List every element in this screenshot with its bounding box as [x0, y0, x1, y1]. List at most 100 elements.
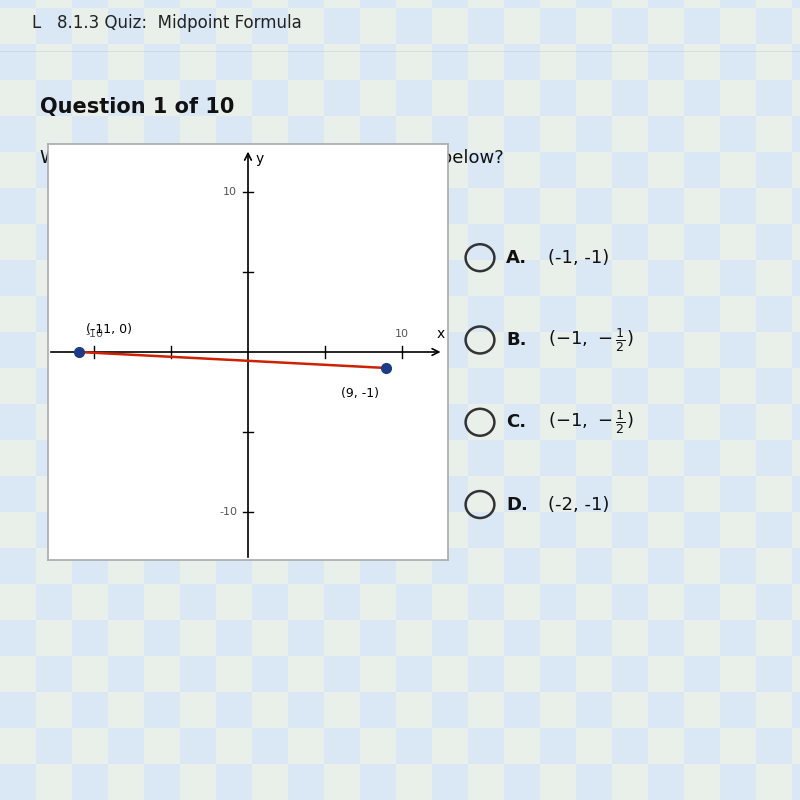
Bar	[216, 8, 252, 44]
Bar	[432, 80, 468, 116]
Bar	[72, 188, 108, 224]
Bar	[432, 8, 468, 44]
Bar	[72, 260, 108, 296]
Bar	[720, 728, 756, 764]
Bar	[324, 476, 360, 512]
Bar	[144, 260, 180, 296]
Bar	[468, 476, 504, 512]
Bar	[684, 440, 720, 476]
Bar	[432, 656, 468, 692]
Bar	[144, 728, 180, 764]
Bar	[540, 476, 576, 512]
Bar	[396, 512, 432, 548]
Bar	[648, 512, 684, 548]
Bar	[540, 260, 576, 296]
Bar	[648, 440, 684, 476]
Bar	[180, 44, 216, 80]
Bar	[684, 8, 720, 44]
Bar	[540, 0, 576, 8]
Bar	[144, 152, 180, 188]
Bar	[36, 224, 72, 260]
Bar	[72, 8, 108, 44]
Text: $(-1,\, -\frac{1}{2})$: $(-1,\, -\frac{1}{2})$	[548, 408, 634, 436]
Bar	[432, 404, 468, 440]
Bar	[360, 656, 396, 692]
Bar	[108, 152, 144, 188]
Bar	[144, 80, 180, 116]
Bar	[36, 584, 72, 620]
Bar	[252, 476, 288, 512]
Bar	[144, 584, 180, 620]
Bar	[504, 440, 540, 476]
Bar	[468, 188, 504, 224]
Bar	[684, 260, 720, 296]
Bar	[360, 8, 396, 44]
Bar	[792, 116, 800, 152]
Bar	[612, 152, 648, 188]
Bar	[0, 440, 36, 476]
Bar	[720, 260, 756, 296]
Bar	[324, 584, 360, 620]
Bar	[252, 224, 288, 260]
Bar	[432, 620, 468, 656]
Bar	[396, 404, 432, 440]
Bar	[468, 152, 504, 188]
Bar	[252, 404, 288, 440]
Bar	[252, 440, 288, 476]
Bar	[720, 152, 756, 188]
Bar	[540, 440, 576, 476]
Bar	[144, 368, 180, 404]
Bar	[684, 728, 720, 764]
Bar	[612, 764, 648, 800]
Bar	[0, 764, 36, 800]
Bar	[36, 188, 72, 224]
Bar	[504, 728, 540, 764]
Bar	[180, 656, 216, 692]
Bar	[144, 224, 180, 260]
Bar	[432, 260, 468, 296]
Bar	[180, 404, 216, 440]
Bar	[324, 152, 360, 188]
Bar	[216, 260, 252, 296]
Bar	[396, 296, 432, 332]
Bar	[504, 620, 540, 656]
Bar	[756, 656, 792, 692]
Bar	[360, 620, 396, 656]
Bar	[216, 0, 252, 8]
Bar	[0, 404, 36, 440]
Bar	[144, 692, 180, 728]
Bar	[180, 512, 216, 548]
Bar	[612, 0, 648, 8]
Bar	[684, 620, 720, 656]
Bar	[648, 80, 684, 116]
Bar	[792, 476, 800, 512]
Bar	[72, 116, 108, 152]
Text: (-1, -1): (-1, -1)	[548, 249, 610, 266]
Bar	[324, 44, 360, 80]
Bar	[648, 368, 684, 404]
Bar	[144, 296, 180, 332]
Bar	[36, 620, 72, 656]
Bar	[396, 8, 432, 44]
Bar	[720, 440, 756, 476]
Bar	[108, 656, 144, 692]
Bar	[360, 368, 396, 404]
Text: 10: 10	[223, 187, 238, 197]
Bar	[612, 296, 648, 332]
Bar	[288, 476, 324, 512]
Bar	[720, 764, 756, 800]
Bar	[324, 368, 360, 404]
Bar	[540, 188, 576, 224]
Bar	[648, 404, 684, 440]
Bar	[180, 692, 216, 728]
Bar	[540, 692, 576, 728]
Bar	[792, 44, 800, 80]
Bar	[792, 368, 800, 404]
Bar	[288, 152, 324, 188]
Bar	[648, 728, 684, 764]
Bar	[180, 152, 216, 188]
Bar	[180, 116, 216, 152]
Bar	[396, 656, 432, 692]
Bar	[756, 296, 792, 332]
Bar	[720, 620, 756, 656]
